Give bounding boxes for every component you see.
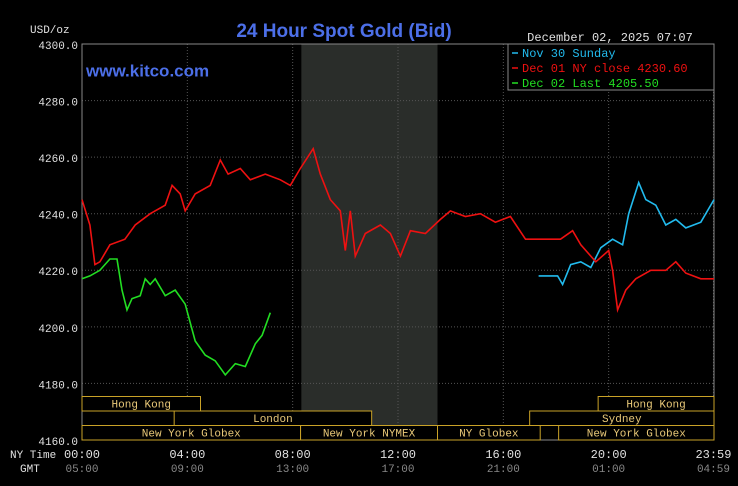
- timestamp: December 02, 2025 07:07: [527, 31, 693, 45]
- session-label: New York Globex: [587, 429, 686, 441]
- gmt-tick-label: 01:00: [592, 464, 625, 476]
- session-box: [437, 425, 541, 441]
- gmt-tick-label: 21:00: [487, 464, 520, 476]
- y-tick-label: 4300.0: [38, 41, 78, 53]
- legend-label: Dec 02 Last 4205.50: [522, 77, 659, 91]
- y-tick-label: 4240.0: [38, 211, 78, 223]
- legend-box: [507, 43, 715, 91]
- x-tick-label: 12:00: [380, 448, 416, 462]
- x-tick-label: 23:59: [695, 448, 731, 462]
- chart-title: 24 Hour Spot Gold (Bid): [236, 21, 451, 42]
- x-tick-label: 00:00: [64, 448, 100, 462]
- watermark: www.kitco.com: [85, 61, 209, 80]
- session-label: Sydney: [602, 414, 642, 426]
- session-label: NY Globex: [459, 429, 519, 441]
- gmt-tick-label: 17:00: [381, 464, 414, 476]
- shaded-range: [301, 44, 438, 440]
- session-label: Hong Kong: [626, 400, 685, 412]
- y-tick-label: 4260.0: [38, 154, 78, 166]
- x-tick-label: 16:00: [485, 448, 521, 462]
- session-box: [81, 396, 201, 412]
- x-row-label: NY Time: [10, 450, 56, 462]
- line-series: [81, 258, 272, 377]
- y-tick-label: 4180.0: [38, 380, 78, 392]
- x-tick-label: 20:00: [591, 448, 627, 462]
- legend-label: Nov 30 Sunday: [522, 47, 616, 61]
- gmt-tick-label: 09:00: [171, 464, 204, 476]
- x-tick-label: 04:00: [169, 448, 205, 462]
- x-row-label: GMT: [20, 464, 40, 476]
- legend-label: Dec 01 NY close 4230.60: [522, 62, 688, 76]
- session-label: New York Globex: [142, 429, 241, 441]
- y-tick-label: 4280.0: [38, 97, 78, 109]
- gmt-tick-label: 04:59: [697, 464, 730, 476]
- gmt-tick-label: 13:00: [276, 464, 309, 476]
- y-tick-label: 4200.0: [38, 324, 78, 336]
- session-label: New York NYMEX: [323, 429, 416, 441]
- line-series: [538, 180, 715, 287]
- x-tick-label: 08:00: [275, 448, 311, 462]
- y-tick-label: 4160.0: [38, 437, 78, 449]
- session-label: London: [253, 414, 293, 426]
- session-label: Hong Kong: [112, 400, 171, 412]
- unit-label: USD/oz: [30, 25, 70, 37]
- line-series: [81, 146, 714, 313]
- session-box: [558, 425, 715, 441]
- gmt-tick-label: 05:00: [65, 464, 98, 476]
- y-tick-label: 4220.0: [38, 267, 78, 279]
